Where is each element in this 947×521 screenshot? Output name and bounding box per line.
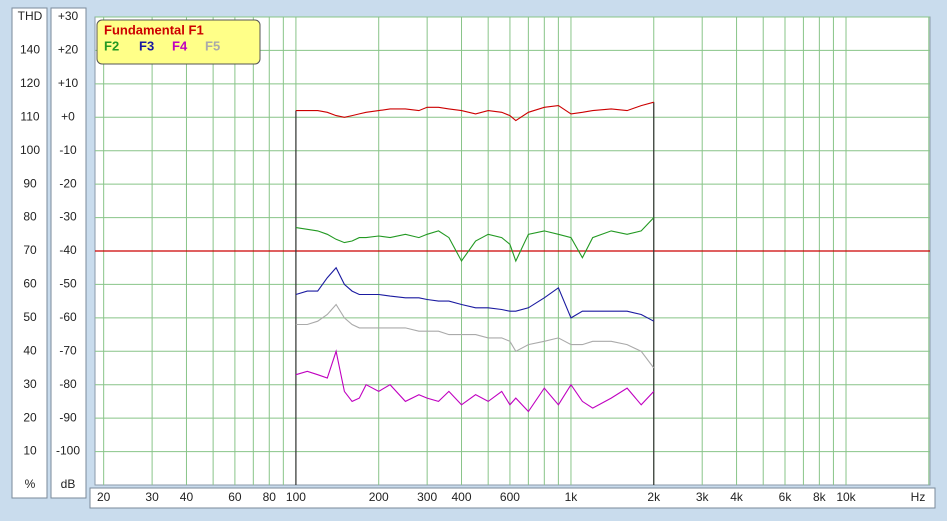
x-tick-label: 200 [369, 490, 389, 504]
y-tick-label: +30 [58, 9, 79, 23]
x-tick-label: 2k [647, 490, 661, 504]
x-tick-label: 300 [417, 490, 437, 504]
y-unit: dB [61, 477, 76, 491]
series-line [295, 303, 655, 369]
plot-lines [95, 101, 930, 485]
y-tick-label: -80 [59, 377, 77, 391]
thd-tick-label: 70 [23, 243, 37, 257]
y-tick-label: +0 [61, 109, 75, 123]
series-line [295, 266, 655, 322]
x-tick-label: 1k [565, 490, 579, 504]
legend-label: F2 [104, 38, 119, 53]
thd-tick-label: 120 [20, 76, 40, 90]
legend-box [96, 19, 261, 65]
x-unit: Hz [911, 490, 926, 504]
thd-tick-label: 60 [23, 277, 37, 291]
x-tick-label: 60 [228, 490, 242, 504]
thd-unit: % [25, 477, 36, 491]
legend-label: F5 [205, 38, 220, 53]
y-tick-label: -50 [59, 277, 77, 291]
thd-tick-label: 40 [23, 343, 37, 357]
x-tick-label: 10k [836, 490, 856, 504]
thd-tick-label: 90 [23, 176, 37, 190]
y-tick-label: -30 [59, 210, 77, 224]
x-tick-label: 100 [286, 490, 306, 504]
x-tick-label: 4k [730, 490, 744, 504]
x-tick-label: 3k [696, 490, 710, 504]
thd-tick-label: 80 [23, 210, 37, 224]
series-line [295, 101, 654, 122]
x-tick-label: 80 [263, 490, 277, 504]
thd-tick-label: 50 [23, 310, 37, 324]
x-tick-label: 400 [451, 490, 471, 504]
y-tick-label: +20 [58, 43, 79, 57]
thd-tick-label: 140 [20, 43, 40, 57]
x-tick-label: 40 [180, 490, 194, 504]
x-tick-label: 30 [145, 490, 159, 504]
y-tick-label: -70 [59, 343, 77, 357]
thd-axis-box [11, 7, 48, 499]
legend-label: F3 [139, 38, 154, 53]
y-tick-label: -100 [56, 444, 80, 458]
y-tick-label: -20 [59, 176, 77, 190]
x-tick-label: 600 [500, 490, 520, 504]
legend-label: Fundamental F1 [104, 22, 204, 37]
db-axis-box [50, 7, 87, 499]
x-tick-label: 6k [779, 490, 793, 504]
y-tick-label: -90 [59, 410, 77, 424]
thd-tick-label: 110 [20, 109, 39, 123]
x-tick-label: 20 [97, 490, 111, 504]
thd-tick-label: 30 [23, 377, 37, 391]
y-tick-label: -40 [59, 243, 77, 257]
thd-tick-label: 20 [23, 410, 37, 424]
thd-header: THD [18, 9, 43, 23]
series-line [295, 217, 655, 263]
thd-tick-label: 100 [20, 143, 40, 157]
series-line [295, 349, 655, 413]
x-tick-label: 8k [813, 490, 827, 504]
legend-label: F4 [172, 38, 188, 53]
thd-tick-label: 10 [23, 444, 37, 458]
y-tick-label: +10 [58, 76, 79, 90]
y-tick-label: -60 [59, 310, 77, 324]
y-tick-label: -10 [59, 143, 77, 157]
x-axis-box [89, 487, 936, 509]
